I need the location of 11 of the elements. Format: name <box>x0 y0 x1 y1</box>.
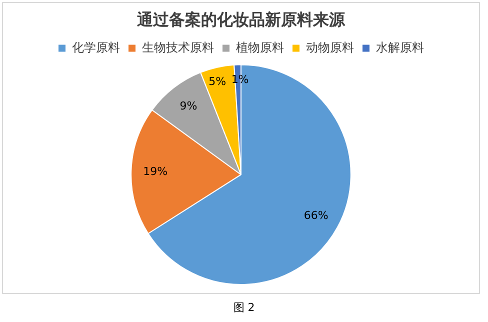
legend-label: 植物原料 <box>236 40 284 54</box>
data-label: 9% <box>180 100 198 113</box>
legend-label: 动物原料 <box>306 40 354 54</box>
legend-label: 化学原料 <box>72 40 120 54</box>
data-label: 66% <box>304 208 328 222</box>
legend-label: 生物技术原料 <box>142 40 214 54</box>
data-label: 19% <box>143 164 168 178</box>
caption: 图 2 <box>232 300 256 315</box>
data-label: 5% <box>208 75 226 88</box>
legend-label: 水解原料 <box>376 40 424 54</box>
chart-title: 通过备案的化妆品新原料来源 <box>136 10 346 29</box>
